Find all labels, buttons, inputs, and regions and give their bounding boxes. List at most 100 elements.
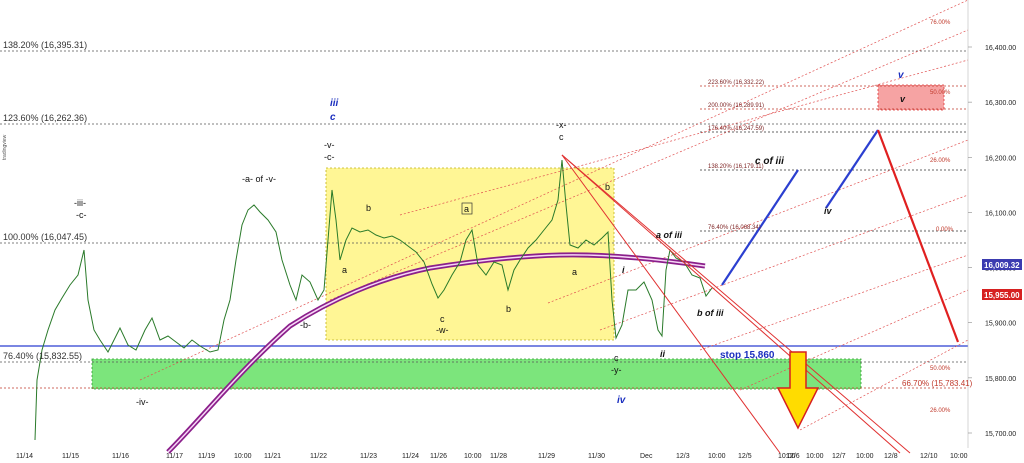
y-tick-label: 15,900.00 xyxy=(985,321,1016,328)
red-target-zone xyxy=(877,84,945,111)
channel-lines xyxy=(139,0,969,431)
wave-b-left: b xyxy=(366,203,371,213)
x-tick-label: 11/24 xyxy=(402,453,419,460)
wave-c-top: c xyxy=(330,112,336,123)
wave-v-box: v xyxy=(900,94,906,104)
fib-label-76: 76.40% (15,832.55) xyxy=(3,351,82,361)
wave-c-of-iii: c of iii xyxy=(755,156,784,167)
wave-c-minus: -c- xyxy=(76,210,87,220)
x-tick-label: 11/29 xyxy=(538,453,555,460)
wave-y: -y- xyxy=(611,365,622,375)
wave-w: -w- xyxy=(436,325,449,335)
fib-label-r76: 76.40% (16,068.34) xyxy=(708,225,761,231)
channel-label-5: 50.00% xyxy=(930,366,951,372)
wave-b-mid: b xyxy=(506,304,511,314)
x-tick-label: 11/16 xyxy=(112,453,129,460)
wave-x: -x- xyxy=(556,120,567,130)
wave-a-box-frame xyxy=(461,202,473,215)
x-tick-label: 12/7 xyxy=(832,453,846,460)
wave-iii-minus: -iii- xyxy=(74,198,86,208)
fib-label-138: 138.20% (16,395.31) xyxy=(3,40,87,50)
fib-label-r176: 176.40% (16,247.59) xyxy=(708,126,764,132)
x-tick-label: 12/5 xyxy=(738,453,752,460)
fib-label-r138: 138.20% (16,179.11) xyxy=(708,164,764,170)
x-tick-label: 11/15 xyxy=(62,453,79,460)
channel-label-4: 0.00% xyxy=(936,227,954,233)
x-tick-label: 10:00 xyxy=(856,453,874,460)
price-marker-blue: 16,009.32 xyxy=(984,261,1020,270)
x-tick-label: 11/23 xyxy=(360,453,377,460)
wave-i-small: i xyxy=(622,265,625,275)
projection-blue xyxy=(721,169,799,286)
channel-label-3: 26.00% xyxy=(930,158,951,164)
x-tick-label: 10:00 xyxy=(464,453,482,460)
y-tick-label: 16,300.00 xyxy=(985,100,1016,107)
x-tick-label: 12/8 xyxy=(884,453,898,460)
wave-b-of-iii: b of iii xyxy=(697,308,724,318)
y-tick-label: 16,400.00 xyxy=(985,45,1016,52)
channel-label-6: 26.00% xyxy=(930,408,951,414)
green-support-zone xyxy=(91,358,862,390)
x-tick-label: 11/26 xyxy=(430,453,447,460)
fib-label-100: 100.00% (16,047.45) xyxy=(3,232,87,242)
side-label: tradingview xyxy=(2,134,8,160)
x-tick-label: 11/30 xyxy=(588,453,605,460)
fib-label-r223: 223.60% (16,332.22) xyxy=(708,80,764,86)
wave-iv-proj: iv xyxy=(824,206,833,216)
x-tick-label: 12/6 xyxy=(786,453,800,460)
wave-a-mid: a xyxy=(342,265,347,275)
y-tick-label: 15,700.00 xyxy=(985,431,1016,438)
wave-a-of-v: -a- of -v- xyxy=(242,174,276,184)
moving-average-inner xyxy=(167,254,706,453)
x-tick-label: 10:00 xyxy=(950,453,968,460)
wave-v: -v- xyxy=(324,140,335,150)
x-tick-label: 10:00 xyxy=(778,453,796,460)
x-tick-label: Dec xyxy=(640,453,653,460)
fib-lines-right xyxy=(0,85,968,389)
x-tick-label: 12/10 xyxy=(920,453,938,460)
wave-a-box: a xyxy=(464,204,469,214)
wave-c-w: c xyxy=(440,314,445,324)
down-arrow xyxy=(776,351,820,430)
wave-x-c: c xyxy=(559,132,564,142)
price-marker-blue-box xyxy=(982,259,1022,270)
x-tick-label: 11/28 xyxy=(490,453,507,460)
stop-label: stop 15,860 xyxy=(720,350,775,361)
fib-label-r66: 66.70% (15,783.41) xyxy=(902,379,973,388)
projection-blue-2 xyxy=(825,129,879,209)
x-tick-label: 10:00 xyxy=(708,453,726,460)
projection-red-thick xyxy=(876,129,960,343)
wave-iv-blue: iv xyxy=(617,395,627,406)
price-marker-red-box xyxy=(982,289,1022,300)
channel-label-2: 50.00% xyxy=(930,90,951,96)
wave-ii-small: ii xyxy=(660,349,666,359)
projection-lines-red xyxy=(561,154,911,454)
wave-iv-minus: -iv- xyxy=(136,397,149,407)
price-line xyxy=(34,159,713,441)
wave-b-minus: -b- xyxy=(300,320,311,330)
x-tick-label: 12/3 xyxy=(676,453,690,460)
price-marker-red: 15,955.00 xyxy=(984,291,1020,300)
wave-v-blue-top: v xyxy=(898,70,905,81)
x-tick-label: 11/14 xyxy=(16,453,33,460)
wave-a-of-iii: a of iii xyxy=(656,230,683,240)
fib-label-r200: 200.00% (16,289.91) xyxy=(708,103,764,109)
x-tick-label: 11/19 xyxy=(198,453,215,460)
y-tick-label: 15,800.00 xyxy=(985,376,1016,383)
x-tick-label: 11/17 xyxy=(166,453,183,460)
y-tick-label: 16,200.00 xyxy=(985,155,1016,162)
fib-label-123: 123.60% (16,262.36) xyxy=(3,113,87,123)
wave-b-right: b xyxy=(605,182,610,192)
x-tick-label: 10:00 xyxy=(234,453,252,460)
x-tick-label: 11/22 xyxy=(310,453,327,460)
x-tick-label: 10:00 xyxy=(806,453,824,460)
x-tick-label: 11/21 xyxy=(264,453,281,460)
y-tick-label: 16,100.00 xyxy=(985,210,1016,217)
x-axis-ticks: 11/14 11/15 11/16 11/17 11/19 10:00 11/21 11/22… xyxy=(16,453,968,460)
wave-c-y: c xyxy=(614,353,619,363)
y-axis-ticks: 16,400.0016,300.0016,200.0016,100.0016,0… xyxy=(968,45,1016,438)
wave-a-right: a xyxy=(572,267,577,277)
channel-label-1: 76.00% xyxy=(930,20,951,26)
wave-c-under-v: -c- xyxy=(324,152,335,162)
